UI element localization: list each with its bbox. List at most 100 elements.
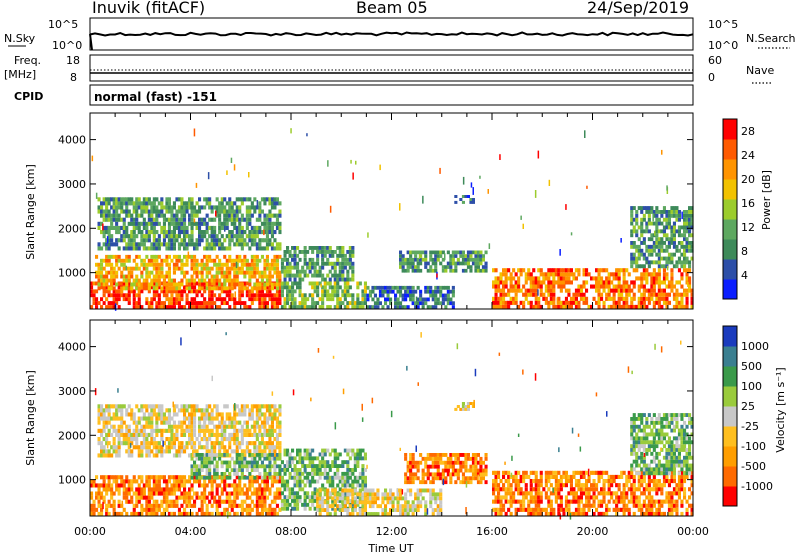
range-gate-cell	[145, 238, 149, 243]
range-gate-cell	[175, 238, 179, 243]
range-gate-cell	[554, 272, 558, 277]
range-gate-cell	[268, 491, 272, 496]
range-gate-cell	[670, 241, 674, 245]
range-gate-cell	[127, 246, 131, 251]
range-gate-cell	[265, 293, 269, 298]
range-gate-cell	[250, 479, 254, 484]
range-gate-cell	[620, 268, 624, 273]
range-gate-cell	[273, 511, 277, 516]
range-gate-cell	[183, 205, 187, 210]
range-gate-cell	[225, 468, 229, 472]
range-gate-cell	[135, 441, 139, 446]
range-gate-cell	[255, 217, 259, 222]
range-gate-cell	[278, 209, 282, 214]
range-gate-cell	[557, 280, 561, 285]
range-gate-cell	[351, 253, 355, 258]
range-gate-cell	[238, 456, 242, 461]
range-gate-cell	[115, 297, 119, 302]
range-gate-cell	[293, 468, 297, 472]
range-gate-cell	[115, 274, 119, 279]
range-gate-cell	[481, 268, 485, 273]
echo-point	[537, 150, 540, 159]
range-gate-cell	[620, 296, 624, 301]
range-gate-cell	[396, 301, 400, 306]
range-gate-cell	[125, 424, 129, 429]
range-gate-cell	[110, 266, 114, 271]
range-gate-cell	[167, 301, 171, 305]
range-gate-cell	[326, 261, 330, 266]
range-gate-cell	[230, 217, 234, 222]
range-gate-cell	[223, 487, 227, 492]
range-gate-cell	[268, 475, 272, 480]
range-gate-cell	[353, 460, 357, 465]
range-gate-cell	[582, 300, 586, 305]
range-gate-cell	[650, 296, 654, 301]
echo-point	[248, 172, 250, 178]
range-gate-cell	[338, 504, 342, 509]
range-gate-cell	[466, 265, 470, 269]
range-gate-cell	[569, 296, 573, 301]
range-gate-cell	[230, 234, 234, 239]
range-gate-cell	[170, 487, 174, 492]
range-gate-cell	[233, 282, 237, 287]
range-gate-cell	[105, 503, 109, 508]
range-gate-cell	[278, 213, 282, 218]
range-gate-cell	[617, 288, 621, 293]
range-gate-cell	[220, 424, 224, 429]
range-gate-cell	[238, 270, 242, 275]
range-gate-cell	[110, 416, 114, 421]
range-gate-cell	[105, 205, 109, 210]
range-gate-cell	[162, 420, 166, 425]
range-gate-cell	[185, 254, 189, 259]
range-gate-cell	[431, 289, 435, 294]
range-gate-cell	[363, 297, 367, 302]
range-gate-cell	[286, 479, 290, 484]
range-gate-cell	[263, 258, 267, 263]
range-gate-cell	[235, 468, 239, 472]
range-gate-cell	[439, 261, 443, 266]
range-gate-cell	[265, 420, 269, 425]
range-gate-cell	[220, 432, 224, 437]
range-gate-cell	[225, 258, 229, 263]
echo-point	[215, 210, 217, 217]
range-gate-cell	[655, 292, 659, 297]
range-gate-cell	[356, 297, 360, 302]
range-gate-cell	[326, 297, 330, 302]
range-gate-cell	[660, 241, 664, 245]
range-gate-cell	[140, 428, 144, 433]
range-gate-cell	[175, 487, 179, 492]
range-gate-cell	[323, 277, 327, 282]
range-gate-cell	[240, 293, 244, 298]
range-gate-cell	[170, 432, 174, 437]
range-gate-cell	[122, 483, 126, 488]
scatter-region-6	[399, 250, 488, 273]
range-gate-cell	[411, 257, 415, 262]
range-gate-cell	[180, 511, 184, 516]
range-gate-cell	[499, 304, 503, 309]
range-gate-cell	[368, 293, 372, 298]
range-gate-cell	[321, 301, 325, 305]
range-gate-cell	[110, 221, 114, 226]
range-gate-cell	[306, 448, 310, 453]
range-gate-cell	[301, 269, 305, 274]
range-gate-cell	[250, 242, 254, 247]
range-gate-cell	[198, 282, 202, 287]
range-gate-cell	[177, 441, 181, 446]
range-gate-cell	[461, 200, 465, 204]
range-gate-cell	[218, 499, 222, 504]
range-gate-cell	[449, 261, 453, 266]
range-gate-cell	[215, 428, 219, 433]
range-gate-cell	[213, 274, 217, 279]
range-gate-cell	[152, 238, 156, 243]
range-gate-cell	[190, 445, 194, 450]
range-gate-cell	[479, 250, 483, 255]
range-gate-cell	[220, 453, 224, 457]
range-gate-cell	[331, 499, 335, 503]
range-gate-cell	[461, 195, 465, 198]
range-gate-cell	[476, 268, 480, 273]
nave-label: Nave	[746, 64, 774, 77]
range-gate-cell	[117, 491, 121, 496]
range-gate-cell	[240, 412, 244, 417]
range-gate-cell	[316, 471, 320, 476]
range-gate-cell	[160, 230, 164, 235]
